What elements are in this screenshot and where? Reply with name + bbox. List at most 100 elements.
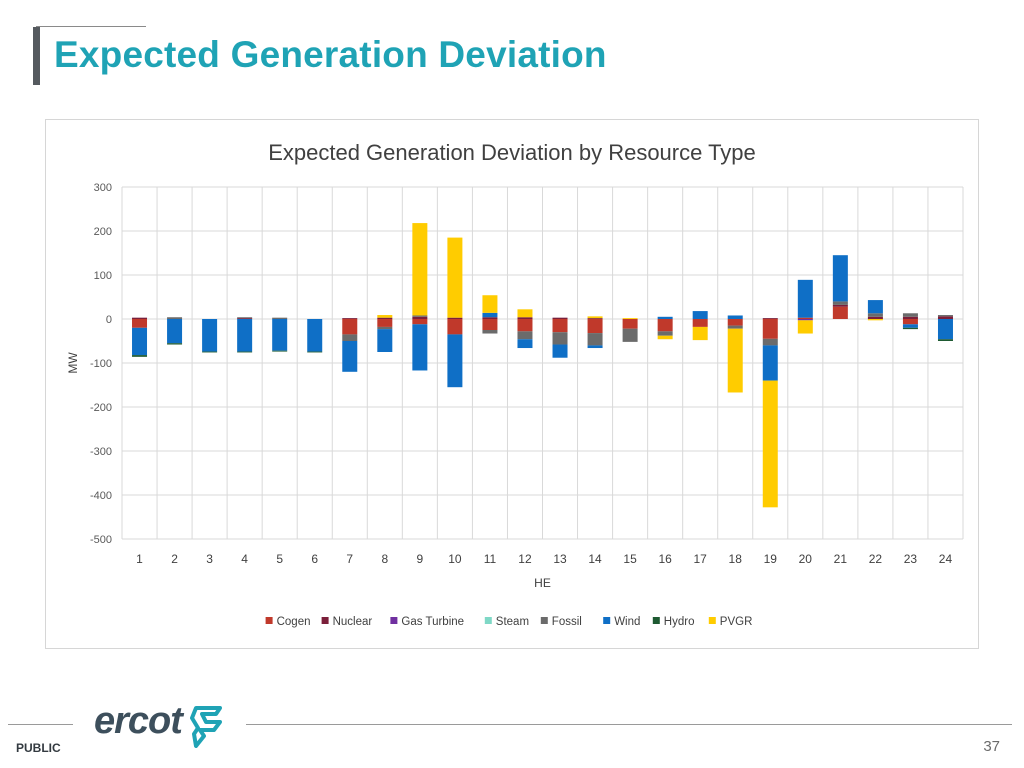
bar-segment-cogen xyxy=(692,319,708,327)
bar-segment-nuclear xyxy=(482,317,498,319)
legend-label: Hydro xyxy=(664,616,695,628)
logo-mark-icon xyxy=(190,706,222,748)
x-tick-label: 20 xyxy=(799,552,813,566)
bar-segment-wind xyxy=(832,255,848,302)
bar-segment-nuclear xyxy=(132,317,148,319)
page-number: 37 xyxy=(983,738,1000,755)
y-axis-title: MW xyxy=(66,352,80,374)
title-top-rule xyxy=(36,26,146,27)
y-tick-label: 200 xyxy=(94,226,112,238)
bar-segment-wind xyxy=(902,324,918,328)
bar-segment-nuclear xyxy=(342,318,358,319)
bar-segment-hydro xyxy=(937,339,953,341)
bar-segment-cogen xyxy=(902,319,918,325)
x-tick-label: 9 xyxy=(417,552,424,566)
legend-label: Nuclear xyxy=(333,616,373,628)
bar-segment-wind xyxy=(762,345,778,381)
x-tick-label: 14 xyxy=(588,552,602,566)
bar-segment-cogen xyxy=(727,319,743,326)
bar-segment-cogen xyxy=(412,319,428,325)
bar-segment-fossil xyxy=(272,317,288,319)
bar-segment-wind xyxy=(587,345,603,349)
bar-segment-wind xyxy=(202,319,218,352)
bar-segment-wind xyxy=(307,319,323,352)
legend-label: Fossil xyxy=(552,616,582,628)
legend-label: Steam xyxy=(496,616,529,628)
bar-segment-pvgr xyxy=(587,316,603,319)
bar-segment-fossil xyxy=(517,331,533,340)
stacked-bar-chart: Expected Generation Deviation by Resourc… xyxy=(66,140,964,628)
legend-label: PVGR xyxy=(720,616,753,628)
bar-segment-wind xyxy=(517,339,533,349)
bar-segment-hydro xyxy=(202,351,218,353)
bar-segment-pvgr xyxy=(482,295,498,313)
bar-segment-fossil xyxy=(937,315,953,317)
y-tick-label: 0 xyxy=(106,314,112,326)
bar-segment-nuclear xyxy=(447,317,463,319)
bar-segment-fossil xyxy=(762,338,778,346)
legend-swatch xyxy=(708,617,716,624)
bar-segment-cogen xyxy=(517,319,533,332)
bar-segment-wind xyxy=(727,315,743,319)
bar-segment-fossil xyxy=(727,325,743,329)
x-tick-label: 22 xyxy=(869,552,883,566)
bar-segment-fossil xyxy=(832,301,848,305)
bar-segment-cogen xyxy=(552,319,568,333)
bar-segment-cogen xyxy=(797,317,813,319)
bar-segment-hydro xyxy=(237,351,253,353)
legend-label: Cogen xyxy=(277,616,311,628)
bar-segment-hydro xyxy=(902,327,918,330)
bar-segment-nuclear xyxy=(552,317,568,319)
legend-label: Wind xyxy=(614,616,640,628)
bar-segment-pvgr xyxy=(762,380,778,508)
bar-segment-fossil xyxy=(377,326,393,330)
bar-segment-wind xyxy=(342,341,358,372)
x-tick-label: 12 xyxy=(518,552,532,566)
legend-swatch xyxy=(540,617,548,624)
x-tick-label: 8 xyxy=(381,552,388,566)
bar-segment-pvgr xyxy=(657,335,673,340)
legend-swatch xyxy=(321,617,329,624)
logo-text: ercot xyxy=(94,700,183,742)
bar-segment-nuclear xyxy=(517,317,533,319)
bar-segment-fossil xyxy=(237,317,253,319)
classification-label: PUBLIC xyxy=(16,741,61,755)
y-tick-label: 100 xyxy=(94,270,112,282)
bar-segment-cogen xyxy=(132,319,148,328)
bar-segment-nuclear xyxy=(762,318,778,319)
bar-segment-nuclear xyxy=(902,316,918,319)
bar-segment-nuclear xyxy=(937,316,953,319)
bar-segment-fossil xyxy=(622,328,638,342)
x-tick-label: 19 xyxy=(764,552,778,566)
x-tick-label: 3 xyxy=(206,552,213,566)
bar-segment-nuclear xyxy=(377,317,393,319)
x-tick-label: 24 xyxy=(939,552,953,566)
bar-segment-fossil xyxy=(902,313,918,317)
bar-segment-nuclear xyxy=(867,316,883,319)
bar-segment-hydro xyxy=(167,343,183,345)
title-accent-bar xyxy=(33,27,40,85)
x-tick-label: 2 xyxy=(171,552,178,566)
x-tick-label: 15 xyxy=(623,552,637,566)
x-tick-label: 6 xyxy=(311,552,318,566)
bar-segment-wind xyxy=(867,300,883,314)
bar-segment-cogen xyxy=(762,319,778,339)
x-tick-label: 11 xyxy=(484,552,497,566)
bar-segment-cogen xyxy=(377,319,393,327)
bar-segment-nuclear xyxy=(832,304,848,307)
bar-segment-pvgr xyxy=(412,223,428,316)
legend-swatch xyxy=(484,617,492,624)
chart-title: Expected Generation Deviation by Resourc… xyxy=(268,140,756,165)
x-tick-label: 16 xyxy=(658,552,672,566)
x-tick-label: 1 xyxy=(136,552,143,566)
slide-title: Expected Generation Deviation xyxy=(54,34,607,75)
bar-segment-fossil xyxy=(342,334,358,341)
legend-swatch xyxy=(652,617,660,624)
x-tick-label: 5 xyxy=(276,552,283,566)
x-tick-label: 13 xyxy=(553,552,567,566)
footer-rule-left xyxy=(8,724,73,725)
chart-frame: Expected Generation Deviation by Resourc… xyxy=(45,119,979,649)
y-tick-label: -100 xyxy=(90,358,112,370)
x-tick-label: 18 xyxy=(729,552,743,566)
x-tick-label: 10 xyxy=(448,552,462,566)
